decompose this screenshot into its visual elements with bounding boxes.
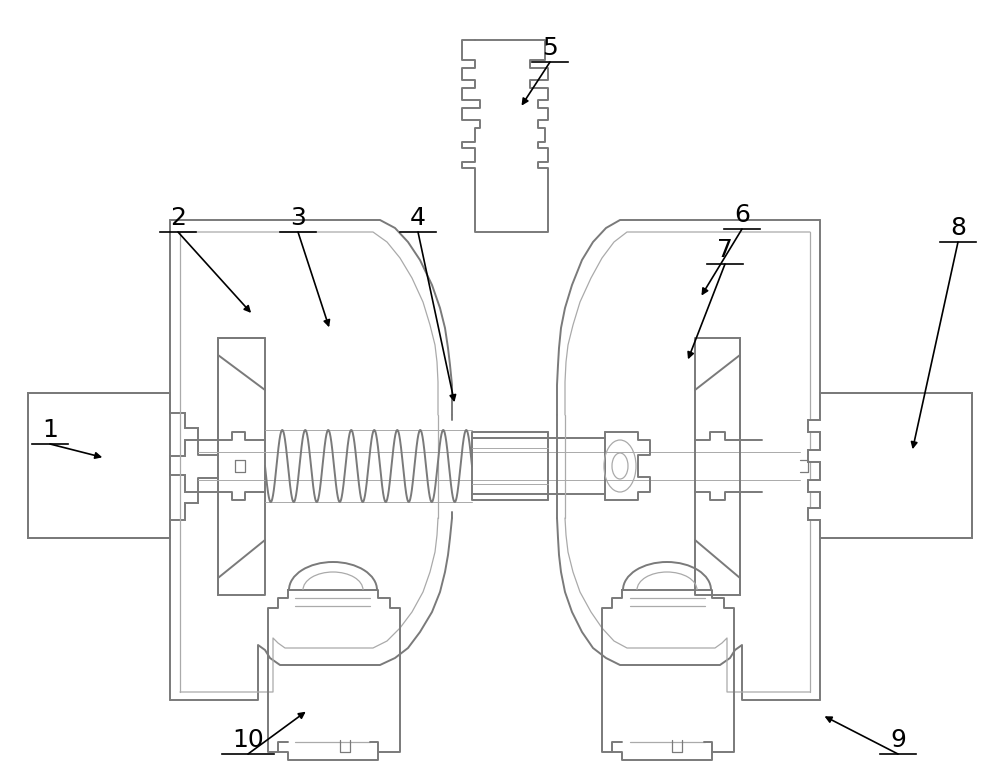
Text: 1: 1 [42,418,58,442]
Text: 3: 3 [290,206,306,230]
Text: 8: 8 [950,216,966,240]
Polygon shape [28,393,198,538]
Text: 9: 9 [890,728,906,752]
Text: 4: 4 [410,206,426,230]
Text: 5: 5 [542,36,558,60]
Text: 7: 7 [717,238,733,262]
Text: 2: 2 [170,206,186,230]
Polygon shape [808,393,972,538]
Text: 10: 10 [232,728,264,752]
Text: 6: 6 [734,203,750,227]
